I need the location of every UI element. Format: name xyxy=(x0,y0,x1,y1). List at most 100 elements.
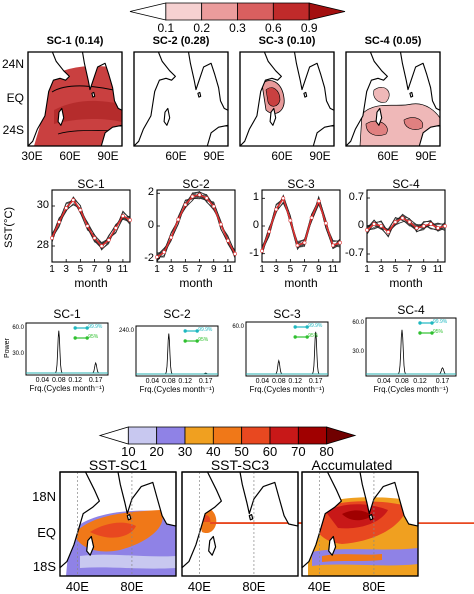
panel-title: SC-3 xyxy=(273,307,301,321)
x-tick: 0.17 xyxy=(435,378,450,385)
lon-label: 80E xyxy=(242,579,266,594)
y-tick: -1 xyxy=(249,246,259,259)
y-tick: -2 xyxy=(144,251,154,264)
data-point xyxy=(274,207,279,212)
colorbar-tick: 0.2 xyxy=(193,21,210,35)
coastline xyxy=(197,91,202,98)
x-tick: 9 xyxy=(210,264,217,275)
x-tick: 0.04 xyxy=(145,378,160,385)
x-tick: 3 xyxy=(273,264,279,275)
x-tick: 5 xyxy=(287,264,294,275)
coastline xyxy=(269,107,277,126)
data-point xyxy=(226,238,230,243)
y-tick: 0 xyxy=(357,219,364,231)
map-frame xyxy=(181,471,299,577)
y-tick: 0.7 xyxy=(348,191,364,203)
coastline xyxy=(345,51,388,147)
legend-label: 95% xyxy=(433,329,444,335)
legend-label: 95% xyxy=(88,334,99,340)
y-tick: 60.0 xyxy=(12,325,24,331)
map-frame xyxy=(301,471,419,577)
lat-label: 18N xyxy=(32,489,56,504)
map-row-top xyxy=(27,51,441,147)
colorbar-tick: 30 xyxy=(177,444,193,459)
map-frame xyxy=(345,51,441,147)
data-point xyxy=(85,224,90,228)
lon-label: 90E xyxy=(415,149,437,163)
colorbar-tick: 20 xyxy=(149,444,164,459)
lat-label: 24N xyxy=(1,57,24,71)
data-point xyxy=(365,228,369,232)
coastline xyxy=(91,91,96,98)
data-point xyxy=(92,236,97,240)
data-point xyxy=(443,224,447,228)
x-tick: 0.08 xyxy=(271,378,286,385)
coastline xyxy=(206,471,299,527)
x-axis-label: Frq.(Cycles month⁻¹) xyxy=(29,384,105,393)
panel-title: SC-2 xyxy=(163,307,191,321)
data-point xyxy=(267,229,271,234)
panel-title: SC-3 xyxy=(287,177,315,191)
colorbar-tick: 0.3 xyxy=(229,21,246,35)
panel-title: SC-1 xyxy=(77,177,105,191)
data-point xyxy=(106,238,111,242)
map-title: SC-4 (0.05) xyxy=(364,35,422,47)
x-axis-label: month xyxy=(389,276,423,290)
lon-label: 60E xyxy=(165,149,187,163)
x-tick: 5 xyxy=(392,264,399,275)
y-tick: 60.0 xyxy=(232,324,244,330)
x-tick: 0.17 xyxy=(198,378,213,385)
x-tick: 0.17 xyxy=(88,377,103,384)
data-point xyxy=(338,240,342,245)
legend-label: 99.9% xyxy=(308,323,323,329)
y-tick: 30 xyxy=(36,199,49,211)
coastline xyxy=(248,513,254,521)
x-tick: 7 xyxy=(406,264,413,275)
y-tick: 2 xyxy=(147,186,154,199)
coastline xyxy=(301,471,342,569)
coastline xyxy=(368,513,374,521)
coastline xyxy=(328,535,337,556)
x-tick: 0.08 xyxy=(395,378,409,385)
coastline xyxy=(163,107,171,126)
x-tick: 9 xyxy=(315,264,322,275)
x-tick: 0.17 xyxy=(308,378,323,385)
map-frame xyxy=(133,51,229,147)
coastline xyxy=(51,51,123,111)
data-point xyxy=(400,216,405,220)
coastline xyxy=(303,91,308,98)
x-tick: 0.04 xyxy=(377,378,391,385)
legend-label: 99.9% xyxy=(198,327,213,333)
coastline xyxy=(157,51,229,111)
data-point xyxy=(71,198,76,202)
colorbar-tick: 40 xyxy=(206,444,221,459)
lon-label: 90E xyxy=(309,149,331,163)
legend-label: 95% xyxy=(308,333,319,339)
data-point xyxy=(379,224,384,228)
x-tick: 7 xyxy=(196,264,203,275)
map-title: SST-SC1 xyxy=(88,457,148,473)
x-tick: 0.12 xyxy=(68,377,82,384)
data-point xyxy=(99,244,104,248)
data-point xyxy=(260,249,264,253)
x-tick: 0.12 xyxy=(413,378,427,385)
x-tick: 0.12 xyxy=(178,378,192,385)
colorbar-tick: 50 xyxy=(234,444,249,459)
x-tick: 5 xyxy=(182,264,189,275)
lon-label: 40E xyxy=(65,579,89,594)
data-point xyxy=(57,220,61,224)
y-tick: 28 xyxy=(36,239,49,251)
map-frame xyxy=(59,471,177,577)
x-tick: 11 xyxy=(222,264,234,275)
data-point xyxy=(64,206,69,210)
colorbar-tick: 80 xyxy=(319,444,334,459)
x-tick: 5 xyxy=(77,264,84,275)
lon-label: 80E xyxy=(120,579,144,594)
x-tick: 0.08 xyxy=(161,378,176,385)
data-point xyxy=(169,235,174,240)
data-point xyxy=(309,215,314,220)
panel-title: SC-4 xyxy=(397,303,425,317)
data-point xyxy=(233,251,237,256)
mean-line xyxy=(51,198,131,248)
